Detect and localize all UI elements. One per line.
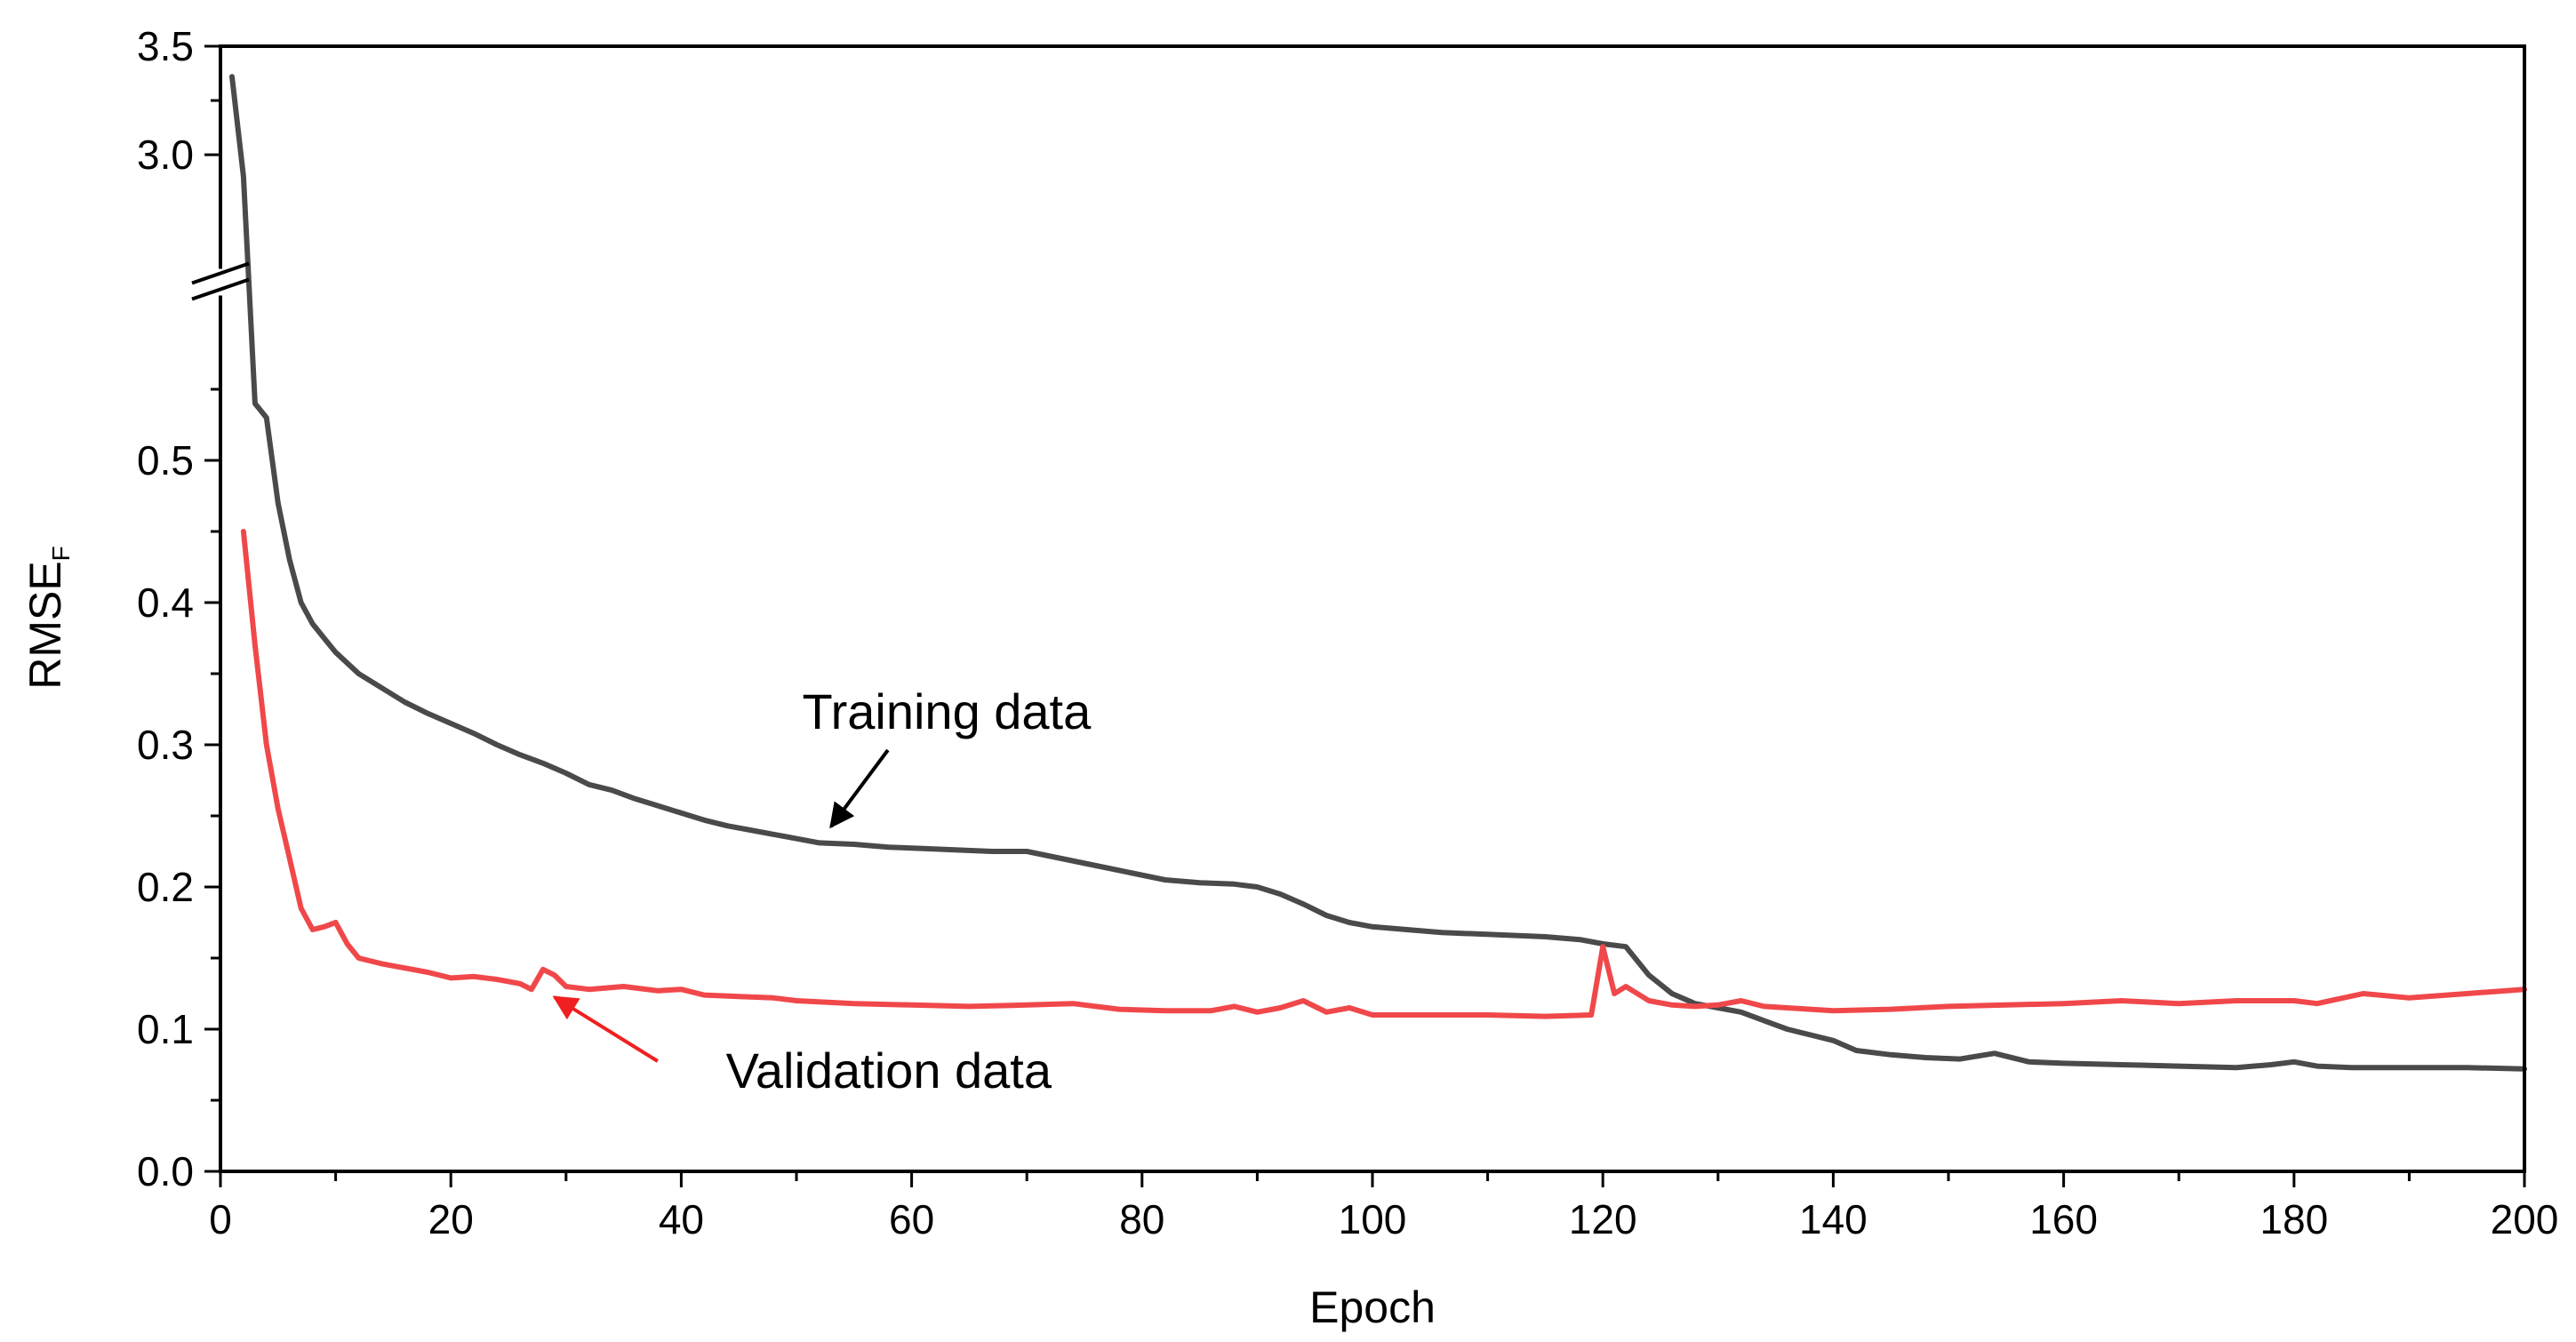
y-tick-label: 0.3 <box>137 722 194 768</box>
axis-break-slash-lower <box>191 277 250 301</box>
x-tick-label: 20 <box>428 1196 474 1242</box>
x-tick-label: 60 <box>889 1196 934 1242</box>
y-axis-label-main: RMSE <box>20 561 70 689</box>
y-axis-label-subscript: F <box>47 546 75 561</box>
series-layer <box>229 74 2527 1072</box>
axis-break-slash-upper <box>191 261 250 285</box>
y-tick-label: 0.0 <box>137 1148 194 1194</box>
y-tick-label: 0.4 <box>137 579 194 626</box>
ticks-layer <box>204 44 2526 1187</box>
x-tick-label: 180 <box>2260 1196 2328 1242</box>
y-axis-label: RMSEF <box>20 546 75 690</box>
x-tick-labels: 0 20 40 60 80 100 120 140 160 180 200 <box>209 1196 2558 1242</box>
x-tick-label: 80 <box>1119 1196 1164 1242</box>
y-tick-label: 0.1 <box>137 1006 194 1052</box>
validation-annotation-arrow <box>552 995 659 1063</box>
x-tick-label: 160 <box>2029 1196 2098 1242</box>
validation-annotation-label: Validation data <box>726 1042 1052 1098</box>
y-tick-label: 0.5 <box>137 437 194 483</box>
y-tick-label: 3.5 <box>137 23 194 69</box>
x-tick-label: 40 <box>659 1196 704 1242</box>
x-tick-label: 200 <box>2491 1196 2559 1242</box>
y-tick-labels: 0.0 0.1 0.2 0.3 0.4 0.5 3.0 3.5 <box>137 23 194 1194</box>
x-tick-label: 120 <box>1569 1196 1637 1242</box>
validation-data-line <box>240 529 2527 1019</box>
plot-frame <box>219 44 2526 1173</box>
training-annotation-label: Training data <box>802 683 1092 739</box>
axis-break-marker <box>191 261 250 301</box>
x-tick-label: 140 <box>1799 1196 1868 1242</box>
training-annotation-arrow <box>829 748 890 829</box>
training-data-line <box>229 74 2527 1072</box>
x-axis-label: Epoch <box>1309 1282 1436 1332</box>
y-tick-label: 3.0 <box>137 132 194 178</box>
y-tick-label: 0.2 <box>137 864 194 910</box>
x-tick-label: 100 <box>1339 1196 1407 1242</box>
x-tick-label: 0 <box>209 1196 232 1242</box>
